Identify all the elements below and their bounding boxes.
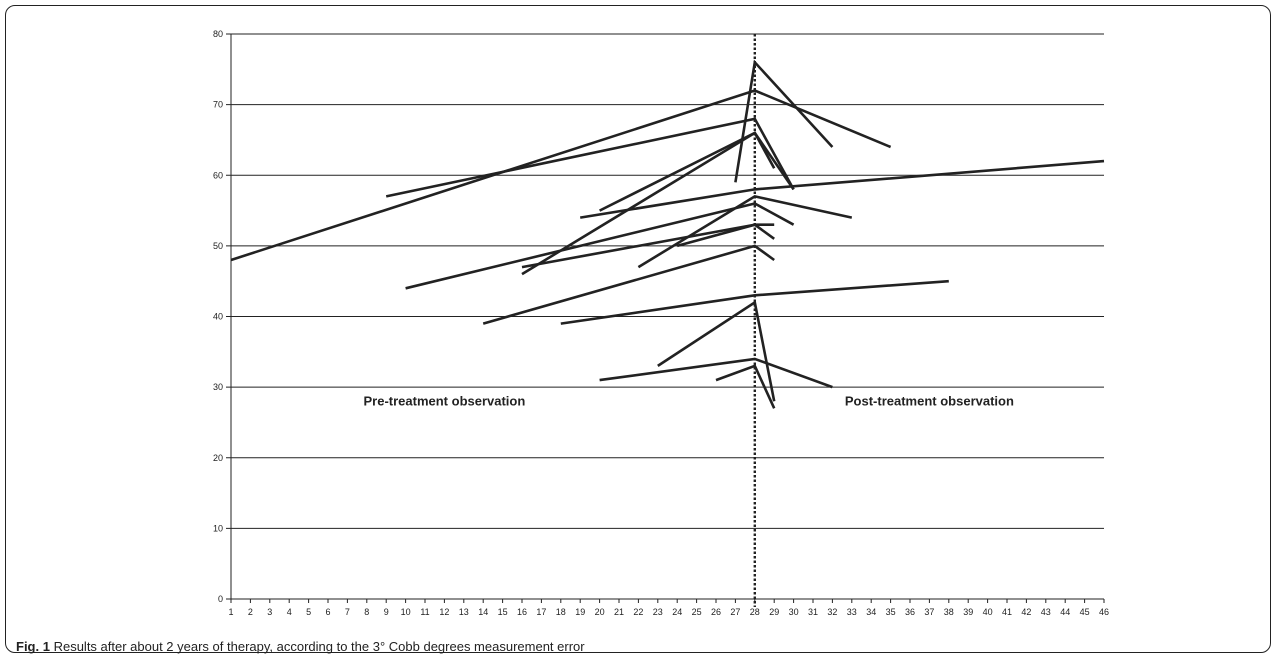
y-tick-label: 60 [213,170,223,180]
x-tick-label: 10 [401,607,411,617]
y-tick-label: 50 [213,241,223,251]
x-axis: 1 2 3 4 5 6 7 8 9 10 11 12 13 14 15 16 17 18 19 20 21 22 23 24 2… [228,598,1109,617]
series-line-15 [715,364,776,409]
annotation-1: Pre-treatment observation [363,393,525,408]
x-tick-label: 7 [345,607,350,617]
x-tick-label: 38 [944,607,954,617]
x-tick-label: 9 [384,607,389,617]
figure-caption: Fig. 1 Results after about 2 years of th… [16,639,585,654]
annotations: Pre-treatment observation Post-treatment … [363,393,1013,408]
gridlines [231,33,1104,529]
x-tick-label: 40 [983,607,993,617]
x-tick-label: 17 [536,607,546,617]
x-tick-label: 45 [1080,607,1090,617]
x-tick-label: 28 [750,607,760,617]
series-line-5 [734,59,834,183]
series-line-14 [599,357,833,389]
y-tick-label: 0 [218,594,223,604]
x-tick-label: 31 [808,607,818,617]
x-tick-label: 46 [1099,607,1109,617]
y-tick-label: 80 [213,29,223,39]
x-tick-label: 44 [1060,607,1070,617]
x-tick-label: 36 [905,607,915,617]
x-tick-label: 32 [827,607,837,617]
x-tick-label: 33 [847,607,857,617]
y-tick-label: 40 [213,312,223,322]
x-tick-label: 34 [866,607,876,617]
series-line-2 [385,117,795,198]
y-tick-label: 70 [213,100,223,110]
series-line-13 [657,300,776,402]
y-tick-label: 30 [213,382,223,392]
x-tick-label: 39 [963,607,973,617]
x-tick-label: 15 [498,607,508,617]
x-tick-label: 11 [420,607,429,617]
x-tick-label: 24 [672,607,682,617]
patient-series [230,59,1105,409]
x-tick-label: 12 [439,607,449,617]
y-tick-label: 10 [213,523,223,533]
x-tick-label: 6 [325,607,330,617]
caption-text: Results after about 2 years of therapy, … [53,639,585,654]
x-tick-label: 23 [653,607,663,617]
x-tick-label: 14 [478,607,488,617]
x-tick-label: 19 [575,607,585,617]
x-tick-label: 4 [287,607,292,617]
x-tick-label: 42 [1021,607,1031,617]
x-tick-label: 21 [614,607,624,617]
x-tick-label: 1 [228,607,233,617]
x-tick-label: 37 [924,607,934,617]
x-tick-label: 13 [459,607,469,617]
x-tick-label: 30 [789,607,799,617]
x-tick-label: 29 [769,607,779,617]
series-line-4 [599,131,795,212]
x-tick-label: 41 [1002,607,1012,617]
x-tick-label: 43 [1041,607,1051,617]
x-tick-label: 27 [730,607,740,617]
x-tick-label: 18 [556,607,566,617]
x-tick-label: 5 [306,607,311,617]
x-tick-label: 16 [517,607,527,617]
x-tick-label: 22 [633,607,643,617]
y-axis: 0 10 20 30 40 50 60 70 80 [213,29,232,604]
x-tick-label: 8 [364,607,369,617]
x-tick-label: 3 [267,607,272,617]
y-tick-label: 20 [213,453,223,463]
figure-frame: 0 10 20 30 40 50 60 70 80 1 2 3 4 5 6 7 8 9 10 11 12 13 14 15 1… [5,5,1271,654]
annotation-2: Post-treatment observation [845,393,1014,408]
x-tick-label: 20 [595,607,605,617]
caption-label: Fig. 1 [16,639,50,654]
x-tick-label: 26 [711,607,721,617]
series-line-7 [405,202,795,290]
x-tick-label: 2 [248,607,253,617]
x-tick-label: 35 [886,607,896,617]
x-tick-label: 25 [692,607,702,617]
series-line-6 [579,159,1105,219]
